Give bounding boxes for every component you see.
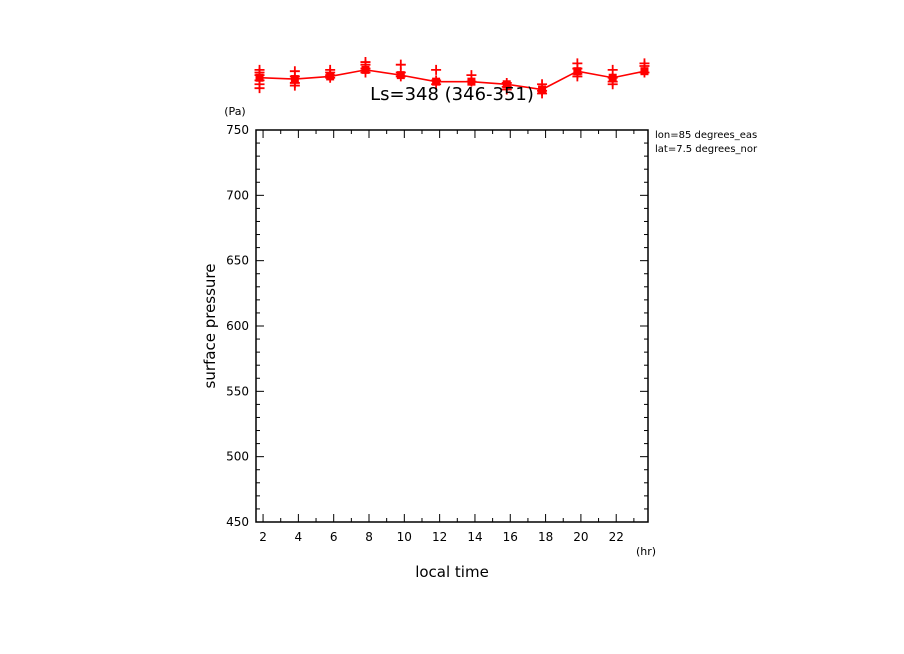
x-tick-label: 14 [467,530,482,544]
y-tick-label: 650 [226,254,249,268]
x-tick-label: 18 [538,530,553,544]
y-tick-label: 600 [226,319,249,333]
mean-point [467,77,476,86]
y-tick-label: 450 [226,515,249,529]
y-tick-label: 550 [226,384,249,398]
x-tick-label: 12 [432,530,447,544]
x-tick-label: 6 [330,530,338,544]
x-tick-label: 20 [573,530,588,544]
mean-point [326,72,335,81]
mean-point [640,67,649,76]
x-tick-label: 2 [259,530,267,544]
mean-point [573,67,582,76]
mean-point [361,65,370,74]
y-tick-label: 750 [226,123,249,137]
annotation-lat: lat=7.5 degrees_nor [655,144,758,155]
y-tick-label: 700 [226,188,249,202]
data-layer [254,57,650,99]
mean-point [396,71,405,80]
x-tick-label: 8 [365,530,373,544]
x-tick-label: 22 [609,530,624,544]
y-tick-label: 500 [226,450,249,464]
axis-layer: 2 4 6 8 10 12 14 16 18 20 22 450 500 550 600 650 700 750 [226,123,648,544]
mean-point [255,73,264,82]
x-unit-label: (hr) [636,545,656,558]
annotation-lon: lon=85 degrees_eas [655,130,757,141]
x-axis-title: local time [415,563,489,581]
mean-point [608,73,617,82]
sample-point [254,83,265,94]
y-unit-label: (Pa) [224,105,245,118]
sample-point [431,64,442,75]
y-axis-title: surface pressure [201,264,219,389]
chart-title: Ls=348 (346-351) [370,84,534,105]
x-tick-label: 16 [503,530,518,544]
mean-point [502,80,511,89]
mean-point [290,75,299,84]
mean-line [259,69,645,91]
x-tick-label: 10 [397,530,412,544]
plot-frame [255,129,649,523]
x-tick-label: 4 [295,530,303,544]
mean-point [432,77,441,86]
mean-point [538,85,547,94]
